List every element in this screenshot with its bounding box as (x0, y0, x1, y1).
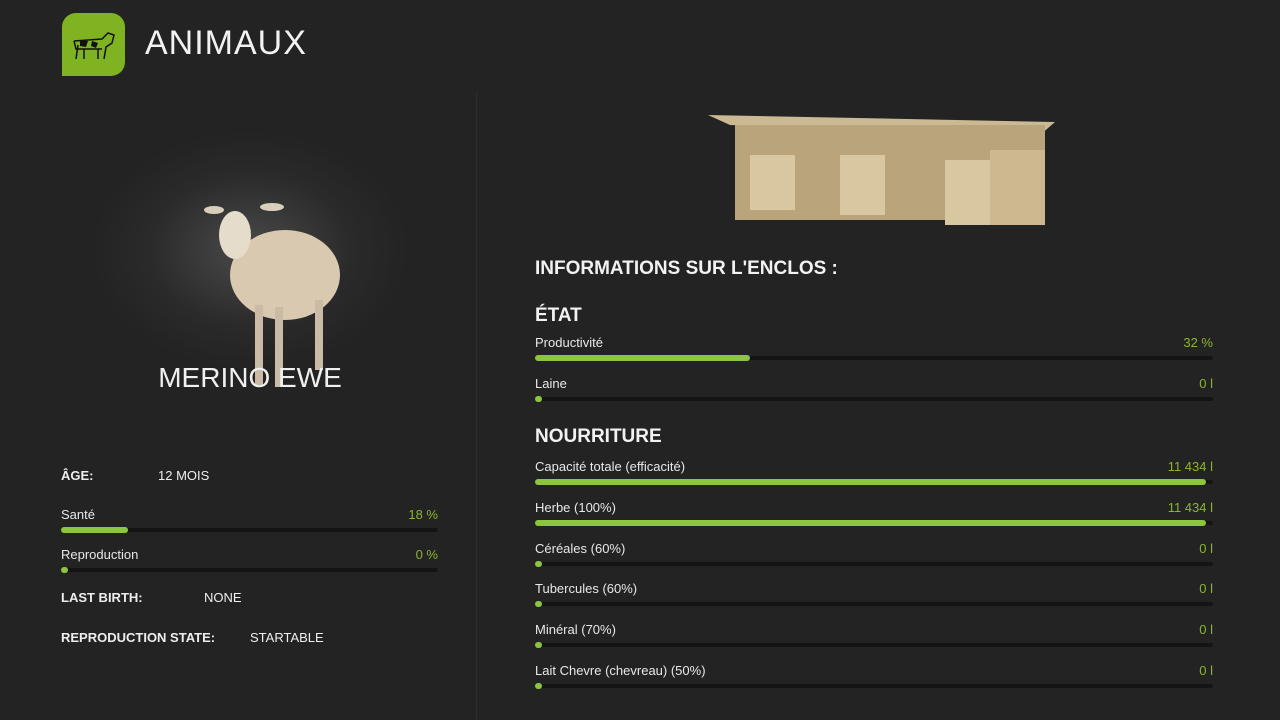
bar-fill (535, 561, 542, 567)
bar-label: Capacité totale (efficacité) (535, 459, 686, 474)
bar-fill (61, 567, 68, 573)
bar-value: 18 % (408, 507, 438, 522)
state-heading: ÉTAT (535, 305, 582, 326)
bar-value: 11 434 l (1167, 459, 1213, 474)
bar-label: Santé (61, 507, 95, 522)
bar-label: Lait Chevre (chevreau) (50%) (535, 663, 706, 678)
enclosure-image (708, 115, 1055, 225)
food-heading: NOURRITURE (535, 426, 662, 447)
bar-value: 0 l (1199, 581, 1213, 596)
repro-state-value: STARTABLE (250, 630, 324, 645)
bar-fill (535, 520, 1207, 526)
cow-icon (73, 32, 115, 60)
bar-value: 0 % (415, 547, 438, 562)
bar-fill (535, 355, 750, 361)
last-birth-value: NONE (204, 590, 242, 605)
animal-name: MERINO EWE (158, 362, 342, 393)
bar-fill (535, 396, 542, 402)
age-label: ÂGE: (61, 468, 94, 483)
bar-value: 11 434 l (1167, 500, 1213, 515)
repro-state-label: REPRODUCTION STATE: (61, 630, 216, 645)
bar-fill (535, 479, 1207, 485)
last-birth-label: LAST BIRTH: (61, 590, 143, 605)
divider (476, 92, 477, 720)
bar-value: 0 l (1199, 376, 1213, 391)
bar-label: Herbe (100%) (535, 500, 616, 515)
sheep-image (204, 203, 340, 387)
bar-value: 0 l (1199, 541, 1213, 556)
bar-label: Tubercules (60%) (535, 581, 638, 596)
bar-fill (535, 601, 542, 607)
bar-value: 32 % (1183, 335, 1213, 350)
bar-label: Minéral (70%) (535, 622, 616, 637)
age-value: 12 MOIS (158, 468, 210, 483)
bar-fill (535, 642, 542, 648)
page-title: ANIMAUX (145, 24, 307, 62)
bar-label: Céréales (60%) (535, 541, 626, 556)
bar-label: Reproduction (61, 547, 139, 562)
bar-value: 0 l (1199, 663, 1213, 678)
bar-value: 0 l (1199, 622, 1213, 637)
enclosure-info-title: INFORMATIONS SUR L'ENCLOS : (535, 258, 838, 279)
bar-label: Productivité (535, 335, 603, 350)
bar-label: Laine (535, 376, 567, 391)
bar-fill (535, 683, 542, 689)
bar-fill (61, 527, 129, 533)
animals-logo (62, 13, 125, 76)
